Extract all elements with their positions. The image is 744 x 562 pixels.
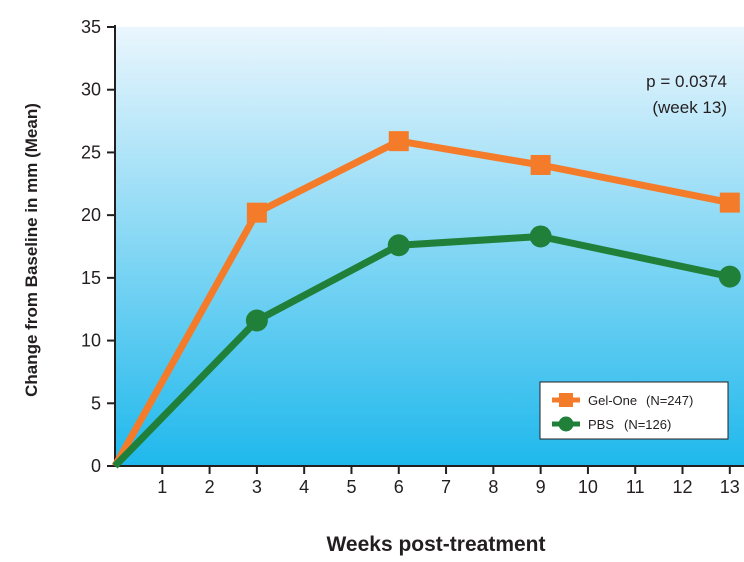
legend: Gel-One (N=247) PBS (N=126) bbox=[539, 381, 729, 440]
y-tick-label: 25 bbox=[81, 142, 101, 162]
y-axis-label: Change from Baseline in mm (Mean) bbox=[22, 103, 41, 397]
data-point-gel-one bbox=[246, 202, 267, 223]
x-tick-label: 5 bbox=[346, 477, 356, 497]
p-value-week-annotation: (week 13) bbox=[652, 98, 727, 117]
x-tick-label: 1 bbox=[157, 477, 167, 497]
x-tick-label: 13 bbox=[720, 477, 740, 497]
x-tick-label: 9 bbox=[536, 477, 546, 497]
x-tick-label: 6 bbox=[394, 477, 404, 497]
series-layer bbox=[111, 131, 741, 469]
legend-marker-pbs bbox=[558, 416, 574, 432]
data-point-pbs bbox=[529, 225, 552, 248]
legend-label-gel-one: Gel-One bbox=[588, 393, 637, 408]
y-tick-label: 15 bbox=[81, 268, 101, 288]
legend-label-pbs: PBS bbox=[588, 417, 614, 432]
x-tick-label: 11 bbox=[626, 477, 645, 497]
x-tick-label: 8 bbox=[488, 477, 498, 497]
x-axis-label: Weeks post-treatment bbox=[326, 533, 545, 556]
y-tick-label: 30 bbox=[81, 80, 101, 100]
y-tick-label: 35 bbox=[81, 17, 101, 37]
data-point-gel-one bbox=[388, 131, 409, 152]
legend-n-pbs: (N=126) bbox=[624, 417, 671, 432]
x-tick-label: 7 bbox=[441, 477, 451, 497]
data-point-pbs bbox=[387, 234, 410, 257]
x-tick-label: 2 bbox=[205, 477, 215, 497]
data-point-gel-one bbox=[530, 154, 551, 175]
x-tick-label: 12 bbox=[673, 477, 693, 497]
data-point-pbs bbox=[718, 265, 741, 288]
y-tick-label: 20 bbox=[81, 205, 101, 225]
data-point-pbs bbox=[245, 309, 268, 332]
x-tick-label: 4 bbox=[299, 477, 309, 497]
x-tick-label: 3 bbox=[252, 477, 262, 497]
legend-n-gel-one: (N=247) bbox=[646, 393, 693, 408]
legend-marker-gel-one bbox=[559, 393, 573, 407]
p-value-annotation: p = 0.0374 bbox=[646, 72, 727, 91]
x-tick-label: 10 bbox=[578, 477, 598, 497]
data-point-gel-one bbox=[719, 192, 740, 213]
y-tick-label: 10 bbox=[81, 331, 101, 351]
legend-box bbox=[539, 381, 729, 440]
y-tick-label: 5 bbox=[91, 393, 101, 413]
y-tick-label: 0 bbox=[91, 456, 101, 476]
